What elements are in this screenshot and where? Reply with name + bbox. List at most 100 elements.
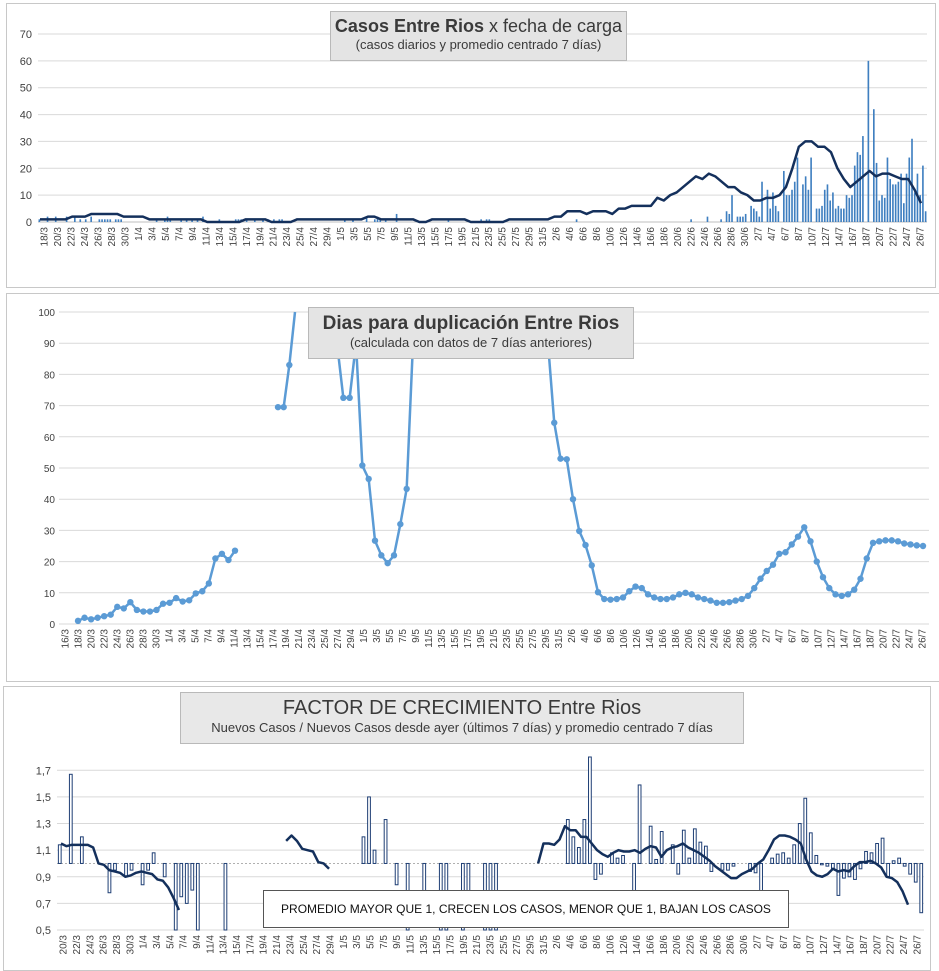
x-tick-label: 19/4 [259, 935, 270, 955]
x-tick-label: 27/4 [312, 935, 323, 955]
data-point [133, 606, 141, 614]
bar [361, 836, 366, 864]
x-tick-label: 1/4 [164, 629, 175, 643]
x-tick-label: 17/4 [268, 629, 279, 649]
x-tick-label: 24/6 [710, 629, 721, 649]
data-point [199, 588, 206, 595]
x-tick-label: 3/4 [177, 629, 188, 643]
x-tick-label: 28/3 [107, 227, 118, 247]
bar [365, 216, 368, 222]
x-tick-label: 17/5 [444, 227, 455, 247]
x-tick-label: 25/5 [498, 227, 509, 247]
bar [753, 208, 755, 222]
x-tick-label: 13/5 [437, 629, 448, 649]
data-point [751, 584, 758, 592]
bar [692, 828, 697, 864]
bar [140, 862, 145, 886]
x-tick-label: 20/3 [59, 935, 70, 955]
data-point [140, 608, 147, 615]
x-tick-label: 9/4 [192, 935, 203, 949]
x-tick-label: 20/7 [879, 629, 890, 649]
bar [373, 219, 376, 222]
bar [68, 773, 73, 864]
daily-cases-subtitle: (casos diarios y promedio centrado 7 día… [355, 37, 602, 52]
x-tick-label: 11/5 [403, 227, 414, 246]
x-tick-label: 21/4 [294, 629, 305, 649]
x-tick-label: 16/6 [646, 227, 657, 247]
data-point [346, 394, 353, 401]
x-tick-label: 10/7 [814, 629, 825, 649]
x-tick-label: 1/5 [339, 935, 350, 949]
data-point [359, 462, 366, 469]
bar [726, 862, 730, 871]
y-tick-label: 1,5 [36, 792, 51, 804]
bar [818, 208, 821, 222]
x-tick-label: 21/5 [471, 227, 482, 247]
y-tick-label: 0,5 [36, 925, 51, 937]
x-tick-label: 11/4 [205, 935, 216, 954]
bar [814, 854, 819, 864]
bar [169, 219, 172, 222]
y-tick-label: 40 [44, 495, 56, 506]
bar [769, 208, 772, 222]
x-tick-label: 22/7 [888, 227, 899, 247]
bar [73, 216, 76, 222]
y-tick-label: 0 [26, 217, 32, 229]
x-tick-label: 29/5 [526, 935, 537, 955]
bar [823, 189, 826, 222]
bar [864, 850, 868, 864]
bar [803, 797, 808, 864]
x-tick-label: 30/6 [739, 935, 750, 955]
bar [190, 862, 195, 891]
data-point [688, 591, 695, 598]
x-tick-label: 6/6 [579, 227, 590, 241]
x-tick-label: 12/6 [619, 227, 630, 247]
bar [278, 219, 281, 222]
bar [913, 192, 916, 222]
bar [892, 184, 894, 222]
bar [785, 195, 788, 222]
bar [394, 862, 399, 886]
data-point [813, 558, 820, 565]
bar [599, 862, 603, 875]
bar [736, 216, 739, 222]
x-tick-label: 20/3 [86, 629, 97, 649]
x-tick-label: 5/4 [190, 629, 201, 643]
bar [881, 195, 883, 222]
bar [908, 862, 913, 875]
data-point [384, 559, 391, 567]
x-tick-label: 13/5 [419, 935, 430, 955]
data-point [607, 596, 614, 603]
y-tick-label: 0,7 [36, 898, 51, 910]
data-point [757, 575, 764, 582]
bar [878, 200, 881, 222]
y-tick-label: 10 [44, 589, 56, 600]
data-point [87, 616, 95, 623]
x-tick-label: 8/7 [801, 629, 812, 643]
x-tick-label: 5/5 [363, 227, 374, 241]
bar [772, 192, 774, 222]
x-tick-label: 25/5 [499, 935, 510, 955]
data-point [378, 552, 385, 559]
x-tick-label: 15/5 [450, 629, 461, 649]
bar [162, 862, 167, 878]
bar [744, 213, 747, 222]
data-point [738, 595, 745, 603]
data-point [776, 550, 783, 557]
data-point [788, 541, 795, 548]
x-tick-label: 19/5 [459, 935, 470, 955]
x-tick-label: 17/5 [463, 629, 474, 649]
x-tick-label: 16/3 [60, 629, 71, 649]
bar [690, 219, 692, 222]
y-tick-label: 90 [44, 339, 56, 350]
x-tick-label: 23/4 [285, 935, 296, 955]
bar [903, 203, 905, 222]
data-point [159, 600, 167, 607]
data-point [838, 592, 845, 600]
x-tick-label: 20/7 [872, 935, 883, 955]
bar [802, 184, 804, 222]
bar [810, 157, 812, 222]
x-tick-label: 28/6 [726, 935, 737, 955]
data-point [694, 594, 702, 601]
data-point [172, 594, 180, 602]
